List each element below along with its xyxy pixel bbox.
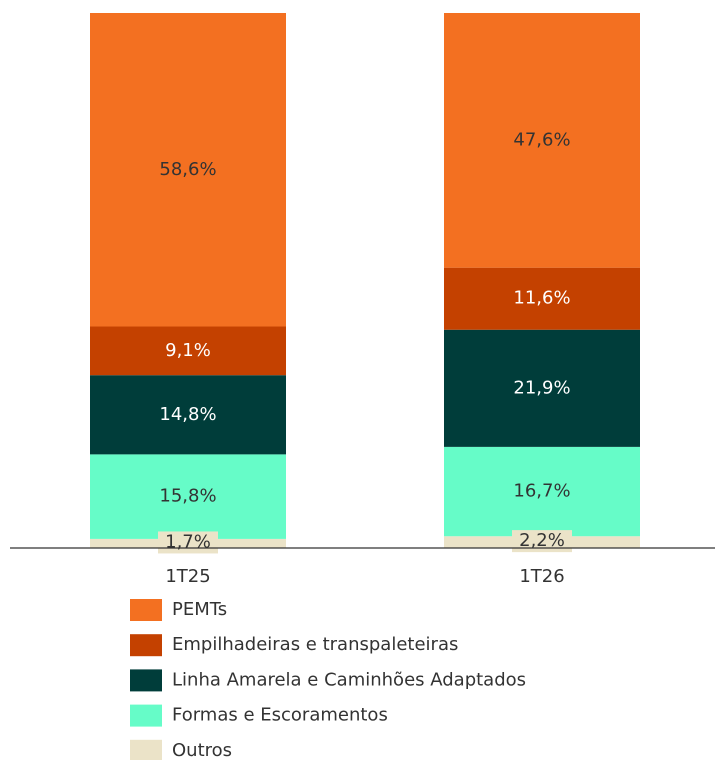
x-tick-label: 1T25 bbox=[165, 566, 210, 587]
data-label: 58,6% bbox=[159, 159, 216, 180]
data-label: 21,9% bbox=[513, 377, 570, 398]
data-label: 1,7% bbox=[165, 531, 211, 552]
bar-segment bbox=[444, 267, 640, 330]
data-label: 2,2% bbox=[519, 530, 565, 551]
label-background bbox=[512, 530, 572, 553]
data-label: 11,6% bbox=[513, 288, 570, 309]
bar-segment bbox=[90, 326, 286, 376]
x-tick-label: 1T26 bbox=[519, 566, 564, 587]
bar-segment bbox=[444, 446, 640, 537]
legend-swatch bbox=[130, 634, 162, 657]
data-label: 16,7% bbox=[513, 481, 570, 502]
legend-swatch bbox=[130, 599, 162, 621]
legend-label: Empilhadeiras e transpaleteiras bbox=[172, 634, 458, 655]
legend-swatch bbox=[130, 669, 162, 692]
legend-label: Linha Amarela e Caminhões Adaptados bbox=[172, 669, 526, 690]
data-label: 14,8% bbox=[159, 404, 216, 425]
data-label: 9,1% bbox=[165, 340, 211, 361]
legend-swatch bbox=[130, 739, 162, 760]
legend-label: Outros bbox=[172, 740, 232, 760]
bar-segment bbox=[444, 329, 640, 447]
data-label: 15,8% bbox=[159, 486, 216, 507]
bar-segment bbox=[90, 13, 286, 327]
legend-swatch bbox=[130, 704, 162, 727]
legend-label: PEMTs bbox=[172, 599, 227, 620]
data-label: 47,6% bbox=[513, 129, 570, 150]
bar-segment bbox=[90, 454, 286, 539]
legend-label: Formas e Escoramentos bbox=[172, 705, 388, 726]
bar-segment bbox=[444, 13, 640, 268]
bar-segment bbox=[90, 375, 286, 455]
